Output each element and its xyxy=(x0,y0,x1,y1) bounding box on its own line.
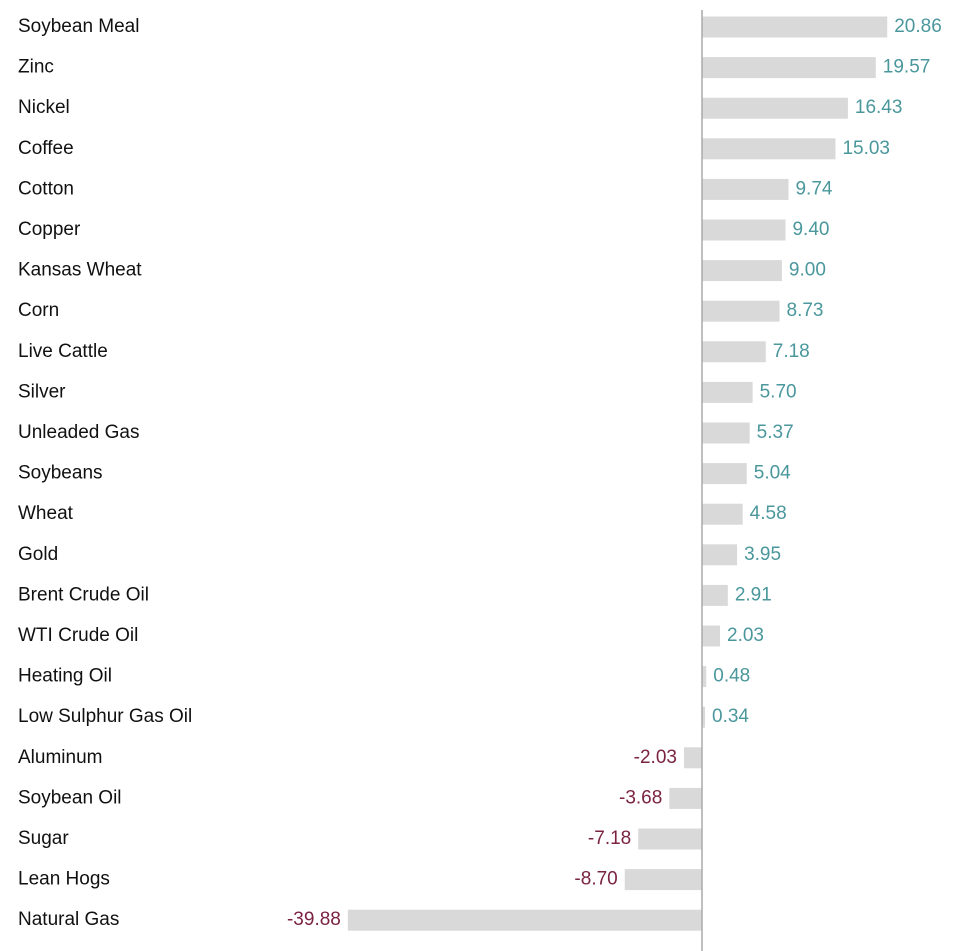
category-label: Natural Gas xyxy=(18,909,119,930)
value-label: -39.88 xyxy=(287,909,341,930)
category-label: Heating Oil xyxy=(18,666,112,687)
category-label: Copper xyxy=(18,219,81,240)
bar xyxy=(702,544,738,566)
value-label: 0.48 xyxy=(713,666,750,687)
category-label: Soybean Oil xyxy=(18,787,122,808)
category-label: Zinc xyxy=(18,57,54,78)
bar xyxy=(702,57,876,79)
value-label: 20.86 xyxy=(894,16,942,37)
value-label: -2.03 xyxy=(634,747,677,768)
category-label: Kansas Wheat xyxy=(18,260,142,281)
bar xyxy=(347,909,702,931)
bar xyxy=(702,584,728,606)
category-label: Low Sulphur Gas Oil xyxy=(18,706,192,727)
category-label: Brent Crude Oil xyxy=(18,584,149,605)
category-label: Aluminum xyxy=(18,747,102,768)
bar xyxy=(702,666,707,688)
bar xyxy=(638,828,702,850)
value-label: -3.68 xyxy=(619,787,662,808)
bar xyxy=(702,16,888,38)
value-label: 9.74 xyxy=(795,178,832,199)
bar xyxy=(702,706,706,728)
category-label: WTI Crude Oil xyxy=(18,625,138,646)
bar xyxy=(702,300,780,322)
bar xyxy=(702,625,721,647)
category-label: Live Cattle xyxy=(18,341,108,362)
bar xyxy=(669,787,702,809)
value-label: 9.00 xyxy=(789,260,826,281)
value-label: 15.03 xyxy=(842,138,890,159)
bar xyxy=(702,97,848,119)
value-label: 9.40 xyxy=(792,219,829,240)
value-label: 4.58 xyxy=(750,503,787,524)
bar xyxy=(702,503,743,525)
value-label: 19.57 xyxy=(883,57,931,78)
category-label: Wheat xyxy=(18,503,74,524)
category-label: Silver xyxy=(18,381,66,402)
bar xyxy=(624,869,702,891)
bar xyxy=(702,138,836,160)
value-label: 2.03 xyxy=(727,625,764,646)
bar xyxy=(702,381,753,403)
bar xyxy=(702,422,750,444)
value-label: 5.70 xyxy=(760,381,797,402)
bar xyxy=(683,747,702,769)
value-label: 8.73 xyxy=(787,300,824,321)
bar xyxy=(702,219,786,241)
category-label: Lean Hogs xyxy=(18,869,110,890)
category-label: Nickel xyxy=(18,97,70,118)
bar xyxy=(702,178,789,200)
category-label: Gold xyxy=(18,544,58,565)
value-label: 2.91 xyxy=(735,584,772,605)
category-label: Sugar xyxy=(18,828,69,849)
value-label: -8.70 xyxy=(574,869,617,890)
value-label: 5.37 xyxy=(757,422,794,443)
value-label: 0.34 xyxy=(712,706,749,727)
category-label: Coffee xyxy=(18,138,74,159)
value-label: 16.43 xyxy=(855,97,903,118)
value-label: 3.95 xyxy=(744,544,781,565)
bar xyxy=(702,260,782,282)
bar xyxy=(702,341,766,363)
category-label: Unleaded Gas xyxy=(18,422,139,443)
category-label: Corn xyxy=(18,300,59,321)
category-label: Soybeans xyxy=(18,463,103,484)
category-label: Soybean Meal xyxy=(18,16,139,37)
value-label: -7.18 xyxy=(588,828,631,849)
bar xyxy=(702,463,747,485)
value-label: 7.18 xyxy=(773,341,810,362)
category-label: Cotton xyxy=(18,178,74,199)
value-label: 5.04 xyxy=(754,463,791,484)
